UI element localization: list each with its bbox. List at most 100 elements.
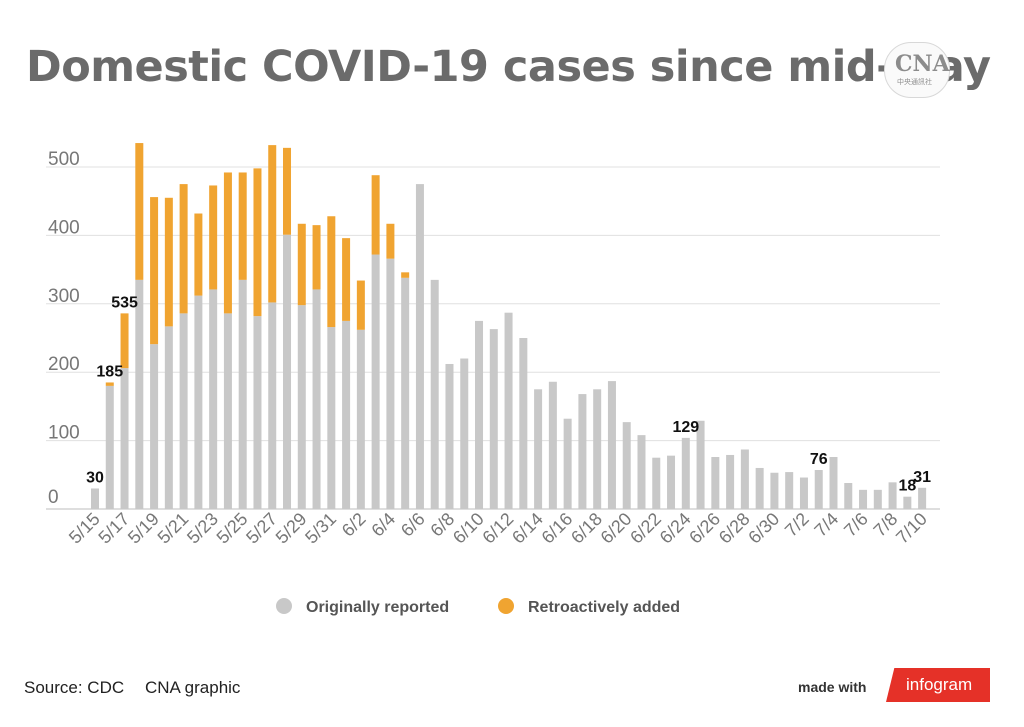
bar-retro — [297, 223, 306, 306]
y-tick-label: 100 — [48, 423, 80, 444]
bar-original — [238, 279, 247, 509]
bar-original — [430, 279, 439, 509]
x-tick-label: 6/12 — [478, 509, 517, 548]
bar-original — [489, 329, 498, 509]
x-tick-label: 7/6 — [840, 509, 872, 541]
y-tick-label: 400 — [48, 217, 80, 238]
bar-original — [578, 394, 587, 509]
x-tick-label: 6/20 — [597, 509, 636, 548]
bar-retro — [135, 143, 144, 280]
y-tick-label: 200 — [48, 354, 80, 375]
bar-retro — [342, 238, 351, 321]
bar-original — [312, 289, 321, 509]
x-tick-label: 5/25 — [213, 509, 252, 548]
bar-retro — [209, 185, 218, 290]
bar-original — [652, 457, 661, 509]
bar-chart: 0 100 200 300 400 500 5/155/175/195/215/235/25… — [46, 143, 940, 548]
bar-retro — [238, 172, 247, 280]
bar-original — [401, 277, 410, 509]
x-tick-label: 6/16 — [538, 509, 577, 548]
bar-retro — [120, 313, 129, 369]
bar-original — [179, 313, 188, 509]
data-label: 185 — [96, 363, 123, 380]
bar-original — [681, 437, 690, 509]
bar-original — [283, 234, 292, 509]
x-tick-label: 5/29 — [272, 509, 311, 548]
y-tick-label: 0 — [48, 487, 59, 508]
bar-retro — [223, 172, 232, 314]
bar-original — [194, 295, 203, 509]
bar-original — [356, 329, 365, 509]
x-tick-label: 6/24 — [656, 509, 695, 548]
infogram-label: infogram — [906, 675, 973, 694]
x-tick-label: 6/2 — [338, 509, 370, 541]
made-with-text: made with — [798, 679, 867, 695]
x-tick-label: 6/10 — [449, 509, 488, 548]
bar-retro — [194, 213, 203, 296]
bar-original — [445, 363, 454, 509]
x-tick-label: 7/4 — [810, 509, 842, 541]
bar-retro — [401, 272, 410, 278]
bar-original — [563, 418, 572, 509]
bar-original — [770, 472, 779, 509]
bar-original — [519, 338, 528, 509]
bar-original — [903, 496, 912, 509]
bar-original — [844, 483, 853, 509]
data-label: 30 — [86, 469, 104, 486]
bar-retro — [268, 145, 277, 303]
x-tick-label: 5/19 — [124, 509, 163, 548]
x-tick-label: 5/23 — [183, 509, 222, 548]
legend-label-original: Originally reported — [306, 599, 450, 616]
bar-original — [799, 477, 808, 509]
x-tick-label: 5/31 — [301, 509, 340, 548]
bar-retro — [150, 197, 159, 345]
bar-original — [327, 327, 336, 509]
bar-retro — [105, 382, 114, 386]
bar-original — [829, 457, 838, 509]
data-label: 18 — [898, 478, 916, 495]
bar-original — [460, 358, 469, 509]
data-label: 129 — [672, 419, 699, 436]
data-label: 535 — [111, 294, 138, 311]
bar-original — [504, 312, 513, 509]
x-tick-label: 5/15 — [65, 509, 104, 548]
x-tick-label: 7/2 — [781, 509, 813, 541]
legend-label-retro: Retroactively added — [528, 599, 681, 616]
x-tick-label: 6/14 — [508, 509, 547, 548]
bar-original — [755, 467, 764, 509]
source-text: Source: CDC — [24, 678, 125, 697]
bar-retro — [164, 197, 173, 327]
data-label: 31 — [913, 469, 931, 486]
bar-original — [814, 470, 823, 509]
bar-original — [135, 279, 144, 509]
bar-original — [667, 455, 676, 509]
bar-retro — [386, 223, 395, 259]
infogram-badge[interactable]: infogram — [886, 668, 990, 702]
legend-item-original: Originally reported — [276, 598, 449, 617]
legend-item-retro: Retroactively added — [498, 598, 680, 617]
x-tick-label: 7/10 — [892, 509, 931, 548]
bar-retro — [312, 225, 321, 290]
bar-original — [120, 368, 129, 509]
bar-original — [622, 422, 631, 509]
bar-original — [873, 489, 882, 509]
bar-original — [785, 472, 794, 509]
bar-original — [91, 488, 99, 509]
bar-original — [593, 389, 602, 509]
credit-text: CNA graphic — [145, 678, 241, 697]
x-tick-label: 6/4 — [367, 509, 399, 541]
bar-original — [223, 313, 232, 509]
legend-swatch-retro — [498, 598, 514, 614]
legend-swatch-original — [276, 598, 292, 614]
bar-original — [726, 454, 735, 509]
bar-original — [918, 487, 927, 509]
bar-original — [297, 305, 306, 509]
bar-retro — [283, 147, 292, 235]
bar-retro — [371, 175, 380, 255]
bar-retro — [179, 184, 188, 314]
x-tick-label: 5/21 — [154, 509, 193, 548]
x-tick-label: 6/26 — [685, 509, 724, 548]
bar-original — [164, 326, 173, 509]
bar-original — [386, 258, 395, 509]
cna-logo: CNA 中央通訊社 — [884, 42, 950, 98]
